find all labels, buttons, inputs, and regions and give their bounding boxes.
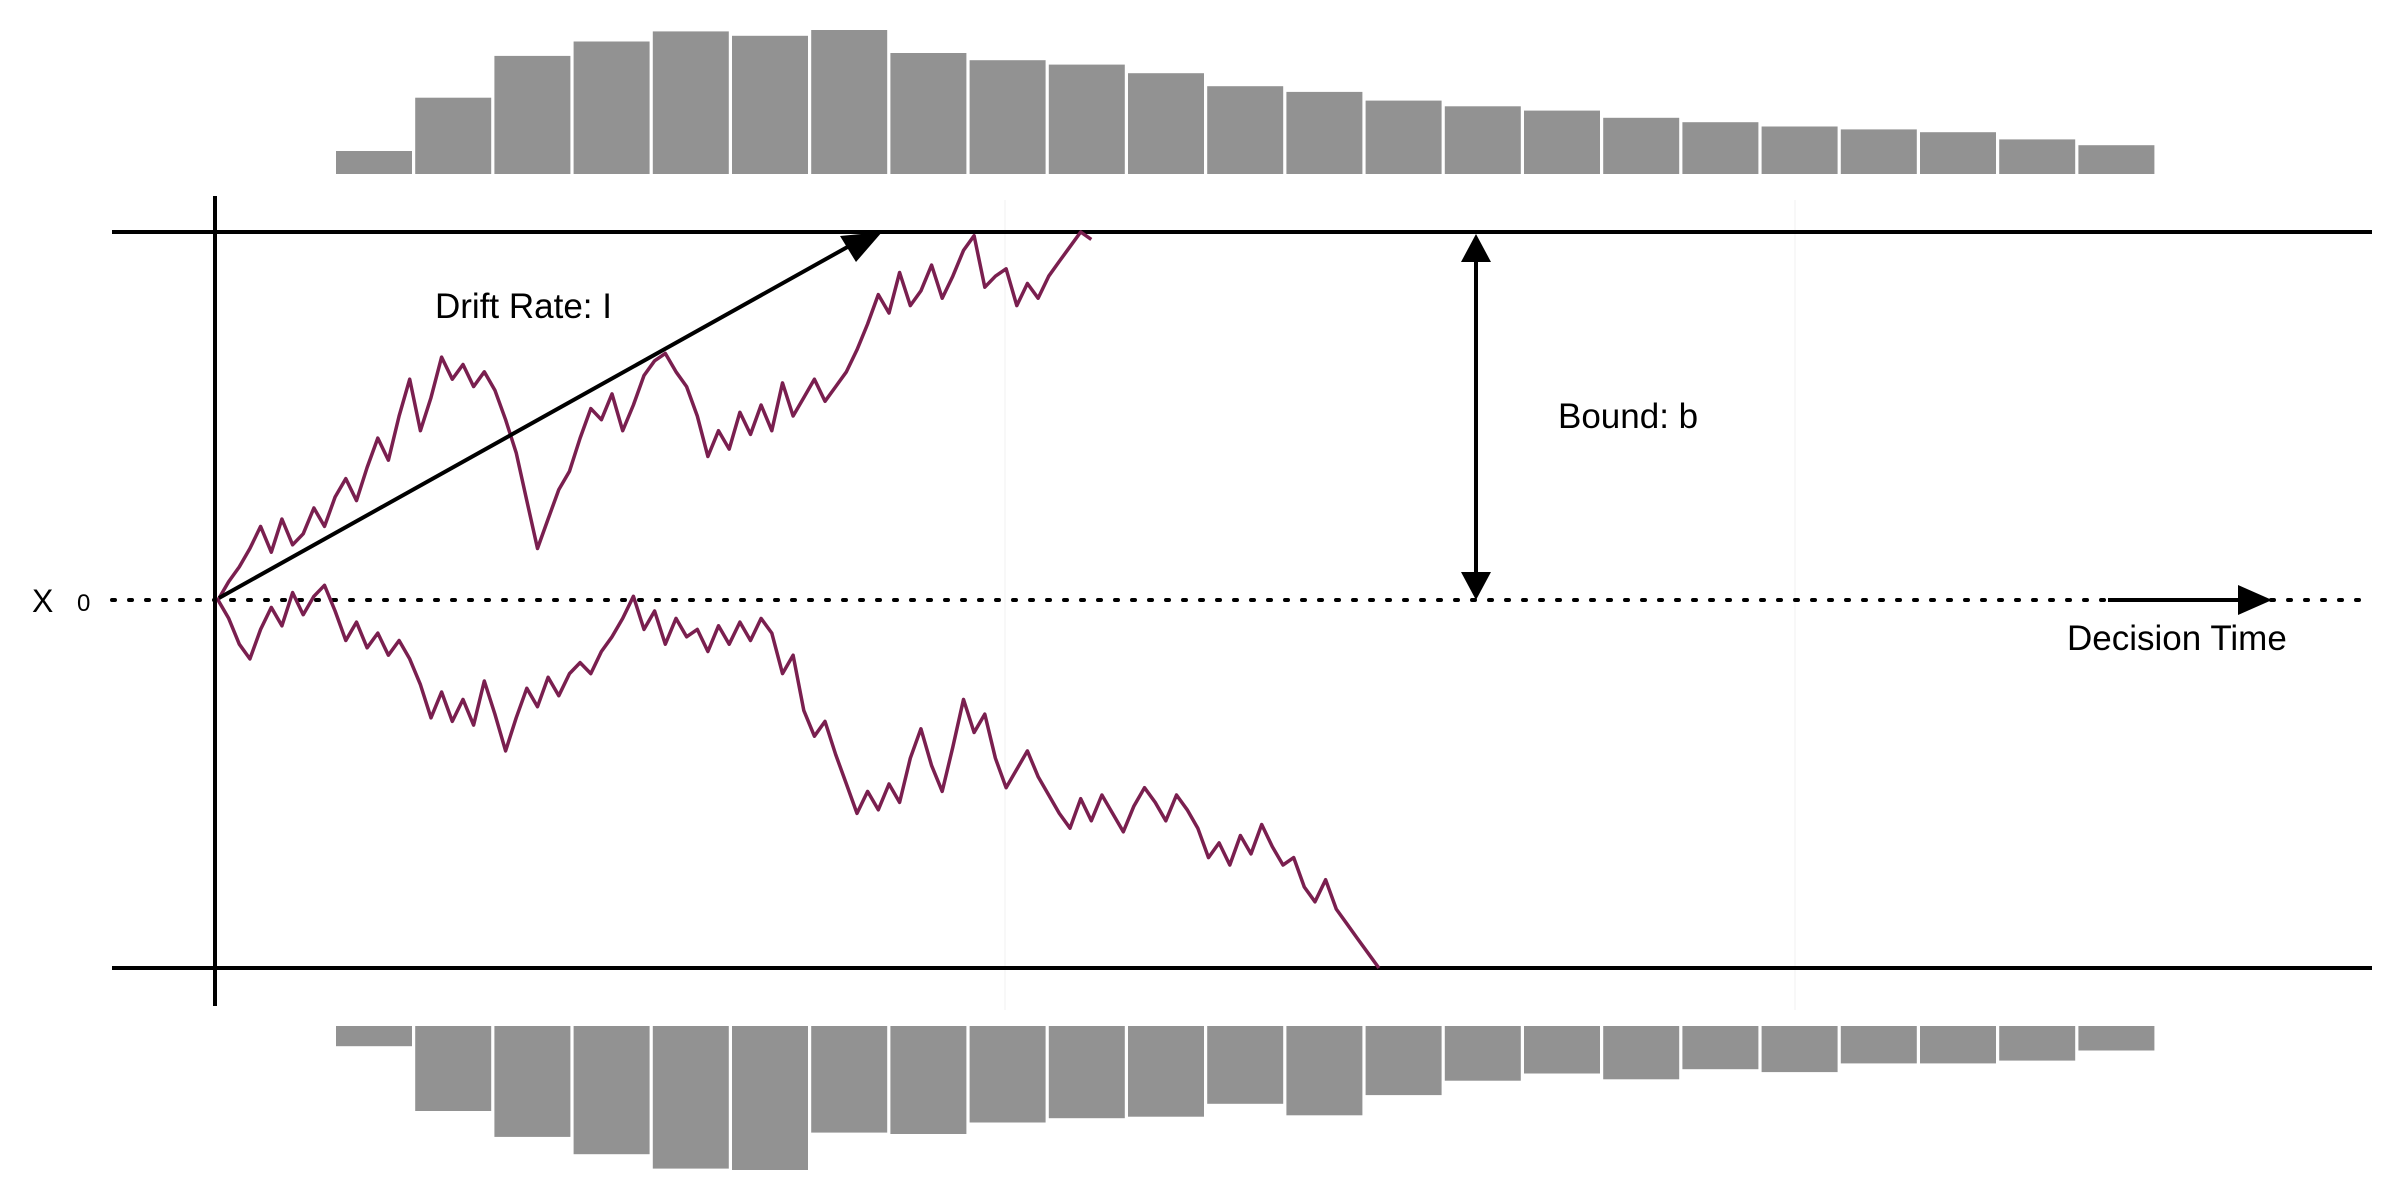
upper-histogram-bar [1207,86,1284,174]
drift-arrow-shaft [218,238,861,600]
upper-histogram-bar [573,41,650,174]
upper-histogram-bar [415,97,492,174]
upper-histogram-bar [1365,100,1442,174]
upper-histogram-bar [811,30,888,174]
decision-time-arrow [2108,585,2272,615]
bound-arrowhead-down [1461,572,1491,600]
drift-rate-arrow [218,232,882,600]
upper-histogram-bar [1682,122,1759,174]
lower-histogram-bar [2078,1026,2155,1051]
upper-histogram-bar [1128,73,1204,174]
drift-rate-label: Drift Rate: I [435,287,612,326]
lower-histogram-bar [415,1026,492,1111]
upper-histogram-bar [494,55,571,174]
lower-diffusion-path [216,583,1381,970]
upper-histogram-bar [1840,129,1917,174]
lower-histogram-bar [1286,1026,1363,1116]
bound-label: Bound: b [1558,397,1698,436]
lower-histogram-bar [1524,1026,1600,1074]
lower-histogram-bar [969,1026,1046,1123]
background-grid [1004,200,1796,1010]
lower-histogram [336,1026,2155,1170]
upper-histogram-bar [890,53,967,174]
lower-histogram-bar [1444,1026,1521,1081]
lower-histogram-bar [336,1026,412,1047]
lower-histogram-bar [652,1026,729,1169]
drift-arrowhead [840,232,882,262]
lower-histogram-bar [732,1026,808,1170]
upper-histogram-bar [969,60,1046,175]
lower-histogram-bar [1920,1026,1996,1064]
bound-arrowhead-up [1461,234,1491,262]
lower-histogram-bar [1048,1026,1125,1119]
lower-histogram-bar [494,1026,571,1137]
lower-histogram-bar [890,1026,967,1134]
upper-histogram-bar [1761,126,1838,174]
lower-histogram-bar [1682,1026,1759,1070]
upper-diffusion-path [216,230,1093,601]
upper-histogram-bar [1603,117,1680,174]
upper-histogram-bar [652,31,729,175]
lower-histogram-bar [1603,1026,1680,1080]
lower-histogram-bar [1840,1026,1917,1064]
lower-histogram-bar [1207,1026,1284,1104]
decision-time-label: Decision Time [2067,619,2287,658]
upper-histogram-bar [1048,64,1125,174]
upper-histogram-bar [732,35,808,174]
upper-histogram-bar [1920,132,1996,174]
upper-histogram-bar [1444,106,1521,174]
upper-histogram-bar [336,151,412,174]
lower-histogram-bar [811,1026,888,1133]
upper-histogram-bar [1524,110,1600,174]
upper-histogram-bar [1999,139,2076,174]
lower-histogram-bar [1761,1026,1838,1073]
upper-histogram-bar [1286,91,1363,174]
lower-histogram-bar [1128,1026,1204,1117]
x0-value: 0 [77,590,90,617]
upper-histogram [336,30,2155,175]
lower-histogram-bar [573,1026,650,1155]
bound-arrow [1461,234,1491,600]
time-arrowhead [2238,585,2272,615]
x0-symbol: X [32,583,53,619]
upper-histogram-bar [2078,145,2155,174]
lower-histogram-bar [1999,1026,2076,1061]
lower-histogram-bar [1365,1026,1442,1096]
